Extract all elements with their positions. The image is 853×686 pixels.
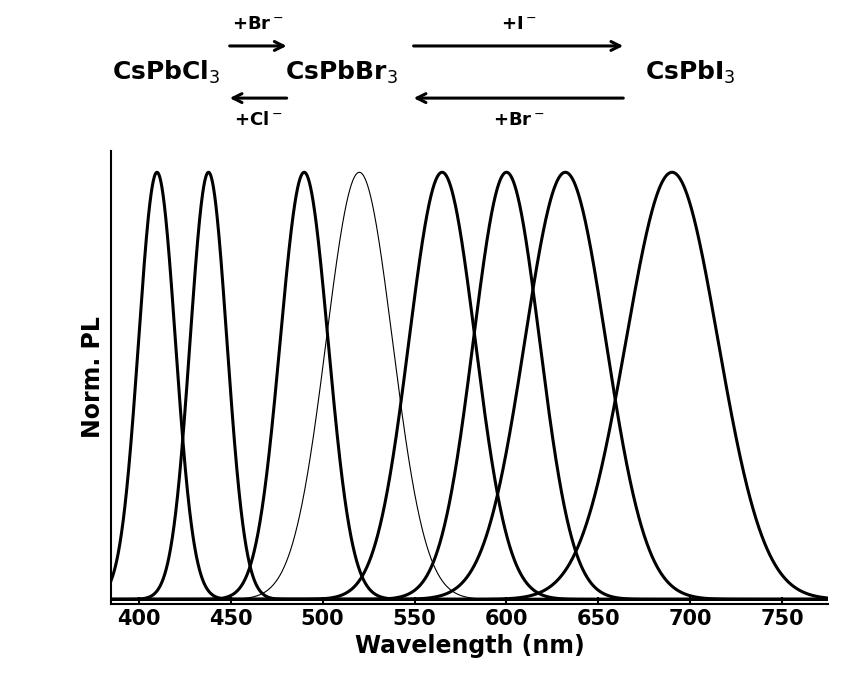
Text: CsPbCl$_3$: CsPbCl$_3$ <box>112 58 220 86</box>
Text: CsPbI$_3$: CsPbI$_3$ <box>644 58 735 86</box>
Text: +I$^-$: +I$^-$ <box>500 15 536 33</box>
Y-axis label: Norm. PL: Norm. PL <box>81 316 105 438</box>
Text: +Cl$^-$: +Cl$^-$ <box>234 111 282 129</box>
Text: +Br$^-$: +Br$^-$ <box>232 15 283 33</box>
X-axis label: Wavelength (nm): Wavelength (nm) <box>354 634 584 658</box>
Text: CsPbBr$_3$: CsPbBr$_3$ <box>284 58 397 86</box>
Text: +Br$^-$: +Br$^-$ <box>492 111 543 129</box>
